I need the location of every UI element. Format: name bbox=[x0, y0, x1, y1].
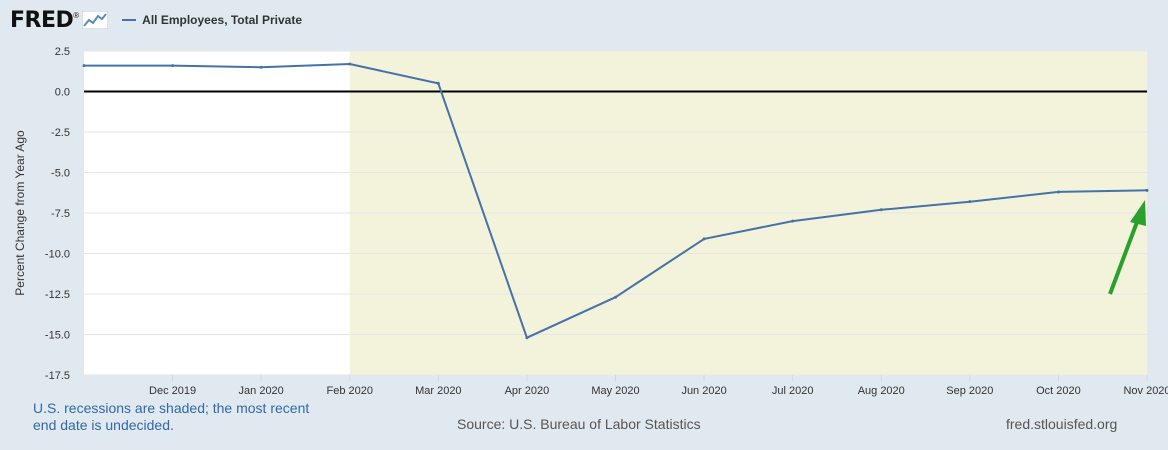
y-tick-label: -7.5 bbox=[51, 208, 70, 220]
x-tick-label: Dec 2019 bbox=[149, 385, 196, 397]
data-point bbox=[879, 208, 883, 212]
fred-logo[interactable]: FRED ® bbox=[10, 7, 109, 33]
y-tick-label: -17.5 bbox=[45, 370, 70, 382]
data-point bbox=[259, 65, 263, 69]
y-tick-label: 2.5 bbox=[55, 46, 70, 58]
data-point bbox=[348, 62, 352, 66]
arrow-shaft bbox=[1108, 221, 1139, 295]
data-point bbox=[614, 295, 617, 299]
x-tick-label: Mar 2020 bbox=[415, 385, 461, 397]
chart-legend: All Employees, Total Private bbox=[122, 13, 302, 27]
data-point bbox=[82, 64, 86, 68]
x-tick-label: Jan 2020 bbox=[239, 385, 284, 397]
data-points bbox=[82, 62, 1149, 340]
x-tick-label: Oct 2020 bbox=[1036, 385, 1081, 397]
y-tick-label: -12.5 bbox=[45, 289, 70, 301]
legend-label: All Employees, Total Private bbox=[142, 13, 303, 27]
data-point bbox=[1056, 190, 1060, 194]
x-tick-label: Aug 2020 bbox=[858, 385, 905, 397]
data-point bbox=[525, 336, 529, 340]
data-point bbox=[702, 237, 706, 241]
y-axis: 2.5 0.0 -2.5 -5.0 -7.5 -10.0 -12.5 -15.0 -17.5 bbox=[45, 46, 70, 382]
y-tick-label: -5.0 bbox=[51, 168, 70, 180]
data-point bbox=[791, 219, 795, 223]
logo-registered-mark: ® bbox=[73, 10, 80, 20]
y-tick-label: 0.0 bbox=[55, 87, 70, 99]
x-tick-label: Jun 2020 bbox=[681, 385, 726, 397]
chart-header: FRED ® All Employees, Total Private bbox=[10, 6, 302, 34]
y-tick-label: -15.0 bbox=[45, 330, 70, 342]
legend-swatch bbox=[122, 19, 137, 21]
x-tick-label: Sep 2020 bbox=[946, 385, 993, 397]
source-credit: Source: U.S. Bureau of Labor Statistics bbox=[457, 416, 701, 432]
line-chart: 2.5 0.0 -2.5 -5.0 -7.5 -10.0 -12.5 -15.0 -17.5 D… bbox=[13, 46, 1168, 397]
data-point bbox=[171, 64, 175, 68]
y-axis-label: Percent Change from Year Ago bbox=[13, 130, 27, 296]
y-tick-label: -10.0 bbox=[45, 249, 70, 261]
x-tick-label: Jul 2020 bbox=[772, 385, 814, 397]
x-tick-label: Apr 2020 bbox=[505, 385, 550, 397]
data-point bbox=[968, 200, 972, 204]
y-tick-label: -2.5 bbox=[51, 127, 70, 139]
recession-note: U.S. recessions are shaded; the most rec… bbox=[33, 400, 310, 433]
logo-text: FRED bbox=[10, 7, 74, 33]
line-graph-icon bbox=[82, 11, 109, 29]
x-tick-label: Feb 2020 bbox=[327, 385, 373, 397]
data-point bbox=[436, 81, 440, 85]
data-point bbox=[1145, 188, 1149, 192]
x-tick-label: Nov 2020 bbox=[1123, 385, 1168, 397]
x-tick-label: May 2020 bbox=[591, 385, 639, 397]
annotation-arrow bbox=[1108, 200, 1146, 295]
arrow-head bbox=[1130, 200, 1146, 226]
x-axis: Dec 2019 Jan 2020 Feb 2020 Mar 2020 Apr 2020… bbox=[149, 375, 1168, 397]
fred-site-link[interactable]: fred.stlouisfed.org bbox=[1006, 416, 1118, 432]
